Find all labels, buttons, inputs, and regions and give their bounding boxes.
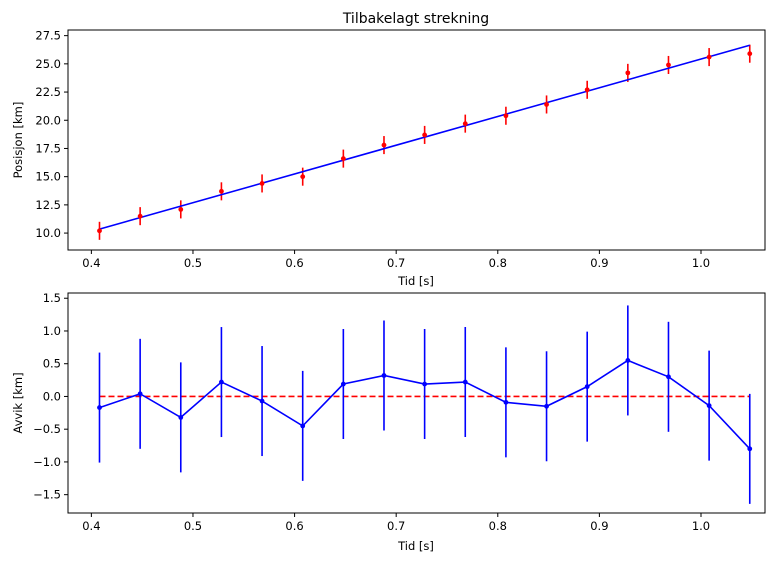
y-tick-label: 12.5 xyxy=(35,198,61,212)
x-tick-label: 0.8 xyxy=(489,256,507,270)
data-point xyxy=(259,398,265,404)
data-point xyxy=(178,415,184,420)
data-point xyxy=(422,132,428,138)
data-point xyxy=(584,87,590,93)
data-point xyxy=(666,62,671,68)
y-tick-label: 17.5 xyxy=(35,141,61,155)
data-point xyxy=(137,391,143,397)
data-point xyxy=(462,121,468,127)
data-point xyxy=(503,113,509,119)
x-tick-label: 0.7 xyxy=(387,519,405,533)
y-tick-label: 15.0 xyxy=(35,170,61,184)
data-point xyxy=(178,206,184,212)
y-tick-label: 1.5 xyxy=(43,291,61,305)
data-point xyxy=(747,446,753,452)
y-tick-label: 10.0 xyxy=(35,226,61,240)
data-point xyxy=(422,381,428,387)
y-tick-label: −1.0 xyxy=(33,455,61,469)
data-point xyxy=(706,403,712,409)
data-point xyxy=(300,174,306,180)
deviation-plot-y-axis-label: Avvik [km] xyxy=(11,372,25,433)
y-tick-label: −1.5 xyxy=(33,488,61,502)
deviation-plot-x-axis-label: Tid [s] xyxy=(397,539,434,553)
data-point xyxy=(381,373,387,378)
position-plot-marks xyxy=(97,44,753,240)
data-point xyxy=(706,54,712,60)
position-plot-frame xyxy=(67,29,766,251)
x-tick-label: 0.7 xyxy=(387,256,405,270)
x-tick-label: 0.5 xyxy=(184,256,202,270)
data-point xyxy=(259,181,265,186)
data-point xyxy=(584,384,590,390)
data-point xyxy=(666,374,671,380)
x-tick-label: 1.0 xyxy=(692,519,710,533)
y-tick-label: 20.0 xyxy=(35,113,61,127)
x-tick-label: 0.6 xyxy=(285,256,303,270)
deviation-plot: 0.4 0.5 0.6 0.7 0.8 0.9 1.0 −1.5 −1.0 −0.5 0.0 0.5… xyxy=(11,291,766,553)
position-plot: Tilbakelagt strekning 0.4 0.5 0.6 0.7 0.8 0.9… xyxy=(11,11,766,288)
y-tick-label: 25.0 xyxy=(35,57,61,71)
data-point xyxy=(381,142,387,148)
x-tick-label: 0.4 xyxy=(82,256,100,270)
data-point xyxy=(219,188,224,194)
data-point xyxy=(97,405,102,410)
x-tick-label: 0.9 xyxy=(590,519,608,533)
data-point xyxy=(137,213,143,219)
x-tick-label: 0.8 xyxy=(489,519,507,533)
chart-title: Tilbakelagt strekning xyxy=(342,11,489,27)
x-tick-label: 0.5 xyxy=(184,519,202,533)
x-tick-label: 0.4 xyxy=(82,519,100,533)
x-tick-label: 0.9 xyxy=(590,256,608,270)
y-tick-label: 0.5 xyxy=(43,357,61,371)
position-plot-x-ticks: 0.4 0.5 0.6 0.7 0.8 0.9 1.0 xyxy=(82,250,710,270)
y-tick-label: 22.5 xyxy=(35,85,61,99)
data-point xyxy=(97,228,102,234)
data-point xyxy=(219,379,224,385)
data-point xyxy=(340,381,346,387)
position-plot-x-axis-label: Tid [s] xyxy=(397,274,434,288)
data-point xyxy=(625,70,631,76)
deviation-plot-y-ticks: −1.5 −1.0 −0.5 0.0 0.5 1.0 1.5 xyxy=(33,291,68,502)
position-plot-y-axis-label: Posisjon [km] xyxy=(11,102,25,179)
data-point xyxy=(340,156,346,162)
y-tick-label: 27.5 xyxy=(35,29,61,43)
data-point xyxy=(544,403,549,409)
x-tick-label: 0.6 xyxy=(285,519,303,533)
x-tick-label: 1.0 xyxy=(692,256,710,270)
y-tick-label: 0.0 xyxy=(43,389,61,403)
data-point xyxy=(625,358,631,363)
data-point xyxy=(544,102,549,107)
data-point xyxy=(300,423,306,429)
deviation-plot-frame xyxy=(67,292,766,514)
position-plot-y-ticks: 10.0 12.5 15.0 17.5 20.0 22.5 25.0 27.5 xyxy=(35,29,68,240)
y-tick-label: −0.5 xyxy=(33,422,61,436)
deviation-plot-marks xyxy=(97,305,753,504)
data-point xyxy=(462,379,468,385)
y-tick-label: 1.0 xyxy=(43,324,61,338)
deviation-plot-x-ticks: 0.4 0.5 0.6 0.7 0.8 0.9 1.0 xyxy=(82,513,710,533)
data-point xyxy=(503,399,509,405)
data-point xyxy=(747,51,753,57)
